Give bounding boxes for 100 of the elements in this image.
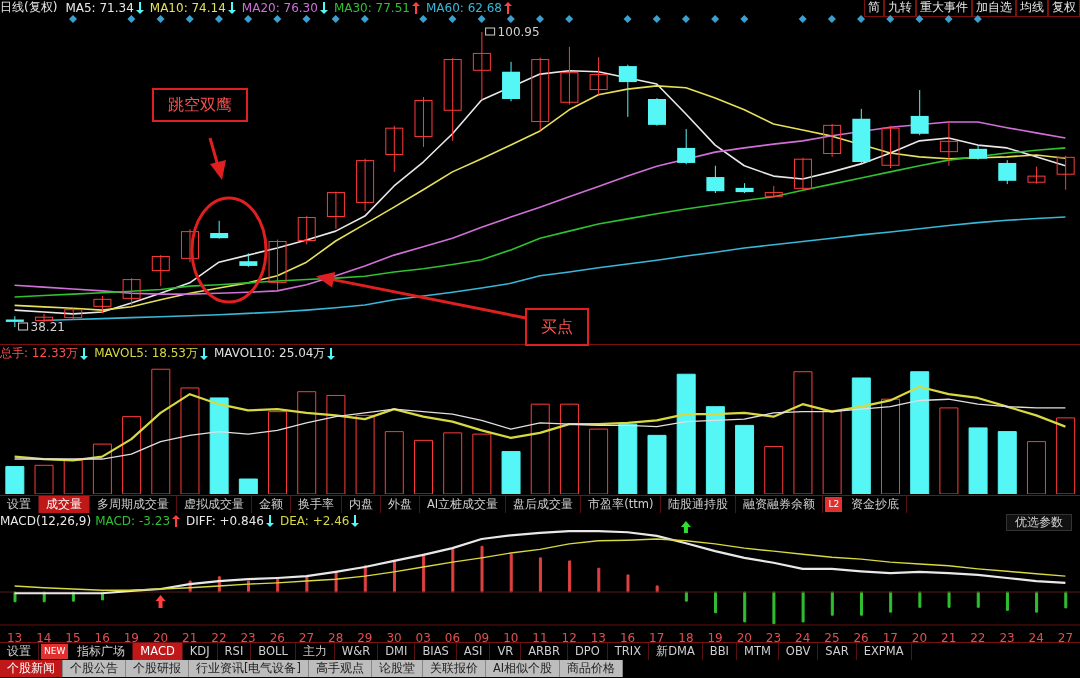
text: AI立桩成交量 [420,496,507,513]
x-tick-label: 22 [211,630,227,645]
x-tick-label: 16 [619,630,636,645]
x-tick-label: 24 [1028,630,1044,645]
text: 外盘 [381,496,420,513]
text: 关联报价 [422,660,486,677]
text: 内盘 [342,496,381,513]
x-tick-label: 26 [853,630,869,645]
x-tick-label: 13 [590,630,607,645]
text: 重大事件 [916,0,972,17]
text: 多周期成交量 [90,496,177,513]
x-tick-label: 11 [532,630,548,645]
text: 陆股通持股 [661,496,737,513]
text: OBV [778,643,819,660]
text: 九转 [884,0,916,17]
x-tick-label: 24 [795,630,811,645]
text: AI相似个股 [485,660,561,677]
text: MAVOL10: 25.04万 [214,345,326,362]
x-tick-label: 21 [941,630,957,645]
x-tick-label: 20 [152,630,169,645]
x-tick-label: 18 [678,630,694,645]
text: 个股公告 [63,660,126,677]
text: BOLL [251,643,296,660]
text: 均线 [1016,0,1048,17]
text: VR [490,643,522,660]
text: 简 [864,0,884,17]
text: 主力 [295,643,335,660]
text: 优选参数 [1006,514,1072,531]
text: 换手率 [291,496,342,513]
text: MA5: 71.34 [65,0,134,15]
text: 新DMA [649,643,703,660]
text: 设置 [0,496,39,513]
x-tick-label: 12 [561,630,577,645]
text: NEW [41,644,69,659]
text: 加自选 [972,0,1016,17]
text: BBI [702,643,737,660]
text: MACD(12,26,9) [0,513,92,528]
text: 复权 [1048,0,1080,17]
text: 虚拟成交量 [177,496,252,513]
x-tick-label: 17 [882,630,898,645]
text: 高手观点 [308,660,372,677]
text: MAVOL5: 18.53万 [94,345,198,362]
text: 行业资讯[电气设备] [189,660,309,677]
text: TRIX [607,643,650,660]
annotation: 跳空双鹰 [152,88,248,122]
text: DEA: +2.46 [279,513,350,528]
x-tick-label: 30 [386,630,402,645]
text: 金额 [252,496,291,513]
text: ARBR [521,643,568,660]
x-tick-label: 23 [765,630,782,645]
text: DIFF: +0.846 [186,513,264,528]
text: DMI [378,643,416,660]
x-tick-label: 09 [473,630,490,645]
x-tick-label: 13 [6,630,23,645]
text: 商品价格 [560,660,624,677]
x-tick-label: 19 [707,630,723,645]
text: 成交量 [39,496,90,513]
text: 融资融券余额 [736,496,824,513]
x-tick-label: 20 [736,630,752,645]
text: 日线(复权) [0,0,58,16]
text: MACD: -3.23 [95,513,171,528]
text: DPO [568,643,608,660]
text: 个股研报 [126,660,189,677]
x-tick-label: 06 [444,630,461,645]
text: MACD [133,643,183,660]
annotation: 38.21 [30,320,65,334]
x-tick-label: 03 [415,630,431,645]
text: MA30: 77.51 [333,0,410,15]
text: SAR [818,643,857,660]
text: KDJ [182,643,218,660]
x-tick-label: 16 [94,630,110,645]
x-tick-label: 15 [65,630,81,645]
x-tick-label: 23 [240,630,256,645]
text: 盘后成交量 [506,496,582,513]
text: BIAS [415,643,457,660]
text: 论股堂 [371,660,423,677]
text: 个股新闻 [0,660,63,677]
x-tick-label: 17 [649,630,665,645]
text: MA60: 62.68 [425,0,502,15]
text: 设置 [0,643,39,660]
x-tick-label: 22 [970,630,986,645]
text: 指标广场 [70,643,134,660]
x-tick-label: 28 [328,630,344,645]
x-tick-label: 19 [123,630,139,645]
x-tick-label: 10 [503,630,519,645]
annotation: 100.95 [497,25,540,39]
x-tick-label: 23 [999,630,1015,645]
text: W&R [334,643,379,660]
x-tick-label: 27 [1057,630,1074,645]
x-tick-label: 14 [36,630,52,645]
x-tick-label: 21 [182,630,198,645]
text: 市盈率(ttm) [581,496,662,513]
text: MTM [736,643,779,660]
text: MA20: 76.30 [241,0,318,15]
x-tick-label: 20 [911,630,928,645]
annotation: 买点 [525,308,589,346]
text: EXPMA [856,643,912,660]
x-tick-label: 26 [269,630,285,645]
text: RSI [217,643,252,660]
text: ASI [456,643,491,660]
